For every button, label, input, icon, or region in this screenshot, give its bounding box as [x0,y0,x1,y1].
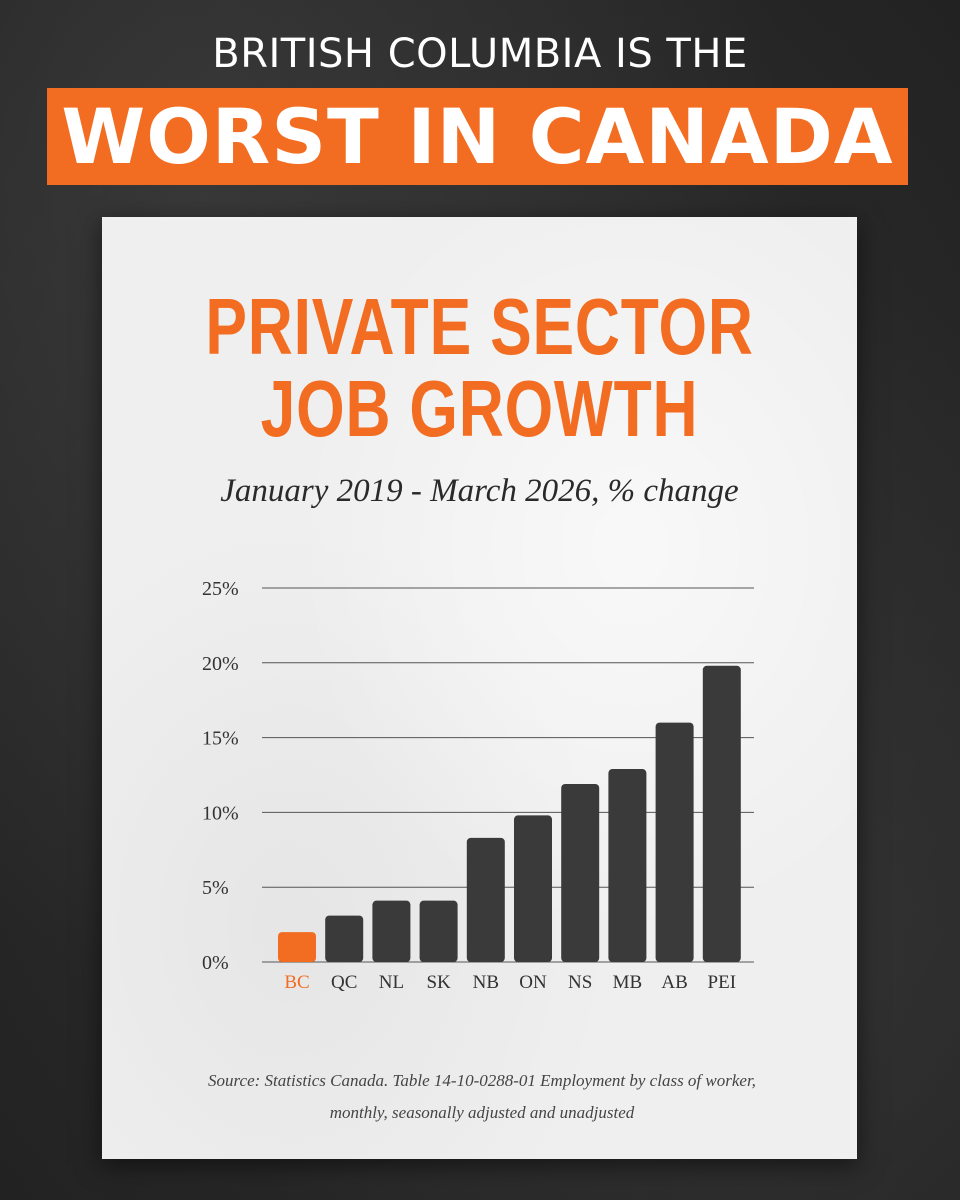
bar-ns [561,783,600,962]
chart-bars [278,665,741,962]
bar-nl [372,900,411,962]
y-tick-label: 15% [202,728,239,750]
y-tick-label: 25% [202,578,239,600]
bar-sk [419,900,458,962]
x-tick-label-sk: SK [426,972,451,993]
bar-on [514,815,552,962]
x-tick-label-mb: MB [613,972,643,993]
bar-pei [702,665,741,962]
y-tick-label: 10% [202,802,239,824]
chart-y-axis: 0% 5% 10% 15% 20% 25% [202,578,239,974]
bar-chart: 0% 5% 10% 15% 20% 25% BC QC NL SK NB ON NS MB AB PEI [202,578,754,993]
x-tick-label-nb: NB [473,972,499,993]
headline-banner-text: WORST IN CANADA [61,91,894,181]
bar-bc [278,932,316,962]
chart-title-line1: PRIVATE SECTOR [205,282,754,371]
x-tick-label-ns: NS [568,972,592,993]
headline-top: BRITISH COLUMBIA IS THE [212,31,748,77]
headline-banner: WORST IN CANADA [47,88,908,185]
chart-x-axis: BC QC NL SK NB ON NS MB AB PEI [284,972,736,993]
chart-title-line2: JOB GROWTH [260,364,699,453]
chart-card: PRIVATE SECTOR JOB GROWTH January 2019 -… [102,217,857,1159]
x-tick-label-nl: NL [379,972,404,993]
x-tick-label-bc: BC [284,972,309,993]
chart-subtitle: January 2019 - March 2026, % change [220,473,739,509]
x-tick-label-on: ON [519,972,547,993]
y-tick-label: 20% [202,653,239,675]
y-tick-label: 5% [202,877,229,899]
bar-ab [655,722,694,962]
y-tick-label: 0% [202,952,229,974]
bar-nb [466,837,505,962]
source-note: Source: Statistics Canada. Table 14-10-0… [208,1071,756,1122]
x-tick-label-qc: QC [331,972,357,993]
bar-mb [608,769,647,962]
x-tick-label-pei: PEI [708,972,737,993]
x-tick-label-ab: AB [661,972,687,993]
bar-qc [325,915,364,962]
